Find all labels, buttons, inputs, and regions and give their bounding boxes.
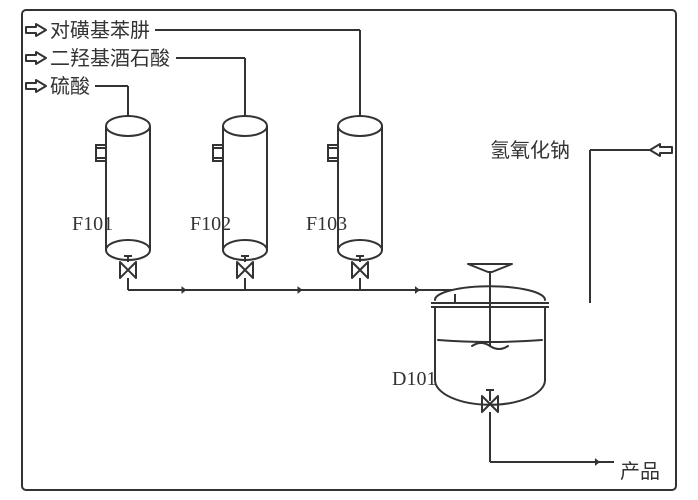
inlet-arrow-icon	[650, 144, 672, 156]
equipment-tag: F103	[306, 213, 347, 235]
flow-arrow-icon	[415, 286, 420, 294]
column-vessel: F102	[190, 116, 267, 290]
feed-label: 二羟基酒石酸	[50, 47, 170, 70]
feed-label: 对磺基苯肼	[50, 19, 150, 42]
feed-label: 氢氧化钠	[490, 139, 570, 162]
column-vessel: F103	[306, 116, 382, 290]
stirred-tank-reactor: D101	[392, 264, 590, 462]
inlet-arrow-icon	[26, 24, 46, 36]
inlet-arrow-icon	[26, 80, 46, 92]
flow-arrow-icon	[298, 286, 303, 294]
column-vessel: F101	[72, 116, 150, 290]
equipment-tag: F101	[72, 213, 113, 235]
product-label: 产品	[620, 460, 660, 483]
equipment-tag: D101	[392, 368, 436, 390]
flow-arrow-icon	[595, 458, 600, 466]
inlet-arrow-icon	[26, 52, 46, 64]
flow-arrow-icon	[182, 286, 187, 294]
feed-label: 硫酸	[50, 75, 90, 98]
equipment-tag: F102	[190, 213, 231, 235]
